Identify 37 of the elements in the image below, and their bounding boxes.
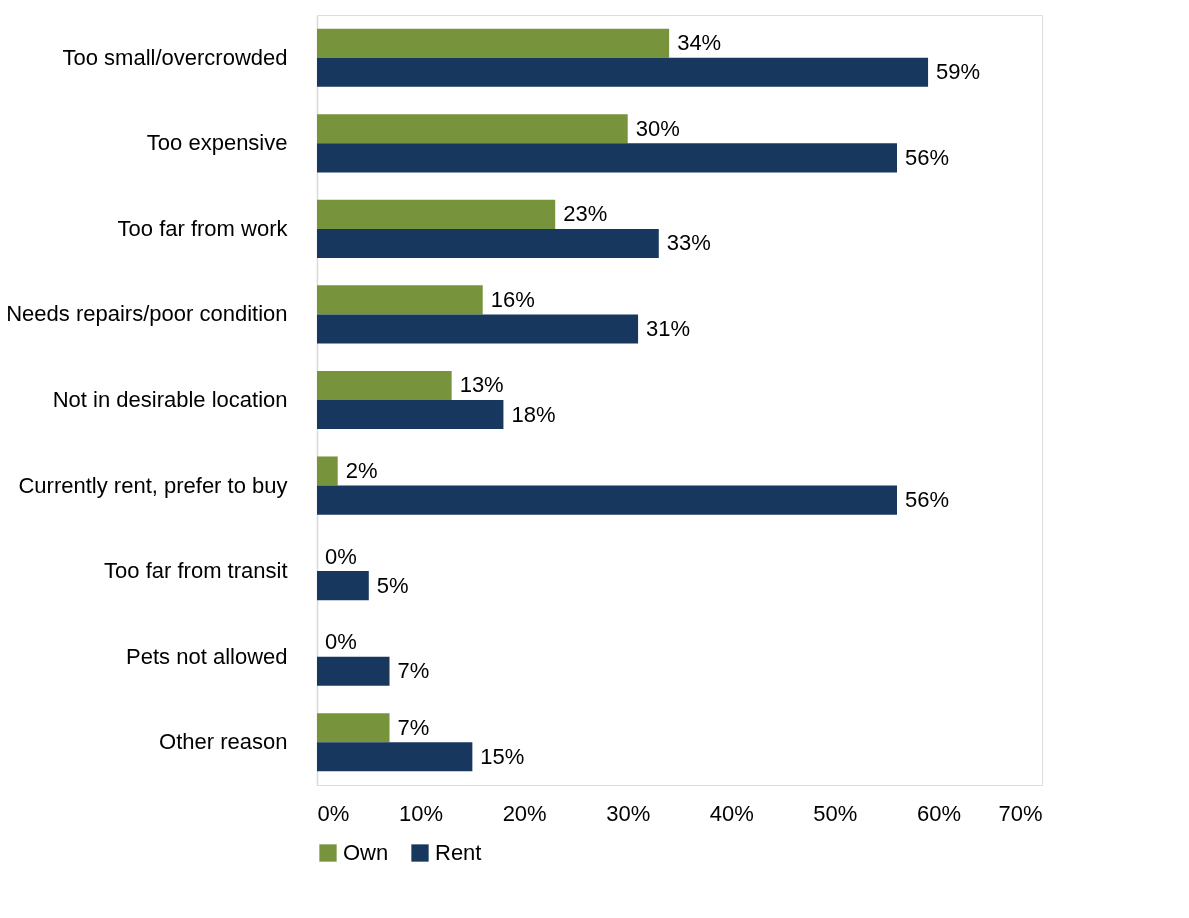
data-label: 5%: [376, 572, 409, 598]
data-label: 0%: [325, 543, 357, 569]
y-tick-label: Not in desirable location: [52, 387, 288, 412]
data-label: 33%: [666, 230, 711, 256]
data-label: 13%: [459, 372, 504, 398]
data-label: 15%: [480, 743, 525, 769]
y-tick-label: Too far from transit: [104, 558, 288, 584]
data-label: 34%: [677, 30, 722, 56]
x-tick-label: 20%: [502, 800, 547, 826]
x-tick-label: 30%: [606, 800, 651, 826]
x-tick-label: 10%: [399, 800, 444, 826]
y-tick-label: Pets not allowed: [126, 643, 288, 669]
data-label: 56%: [905, 144, 950, 170]
y-tick-label: Too expensive: [146, 130, 288, 156]
x-tick-label: 40%: [709, 800, 754, 826]
x-tick-label: 70%: [998, 800, 1043, 826]
y-tick-label: Other reason: [159, 729, 288, 755]
data-label: 0%: [325, 629, 357, 655]
legend-label: Own: [343, 840, 389, 865]
data-label: 2%: [345, 458, 378, 484]
data-label: 7%: [397, 714, 430, 740]
data-label: 56%: [905, 487, 950, 513]
data-label: 23%: [563, 201, 608, 227]
data-label: 30%: [635, 115, 680, 141]
legend-label: Rent: [435, 840, 482, 865]
x-tick-label: 60%: [916, 800, 961, 826]
y-tick-label: Currently rent, prefer to buy: [18, 472, 288, 498]
data-label: 7%: [397, 658, 430, 684]
y-tick-label: Needs repairs/poor condition: [6, 301, 288, 327]
x-tick-label: 50%: [813, 800, 858, 826]
y-tick-label: Too small/overcrowded: [62, 44, 288, 70]
data-label: 31%: [646, 315, 691, 341]
data-label: 16%: [490, 286, 535, 312]
y-tick-label: Too far from work: [117, 215, 289, 241]
data-label: 18%: [511, 401, 556, 427]
data-label: 59%: [936, 59, 981, 85]
x-tick-label: 0%: [317, 800, 350, 826]
